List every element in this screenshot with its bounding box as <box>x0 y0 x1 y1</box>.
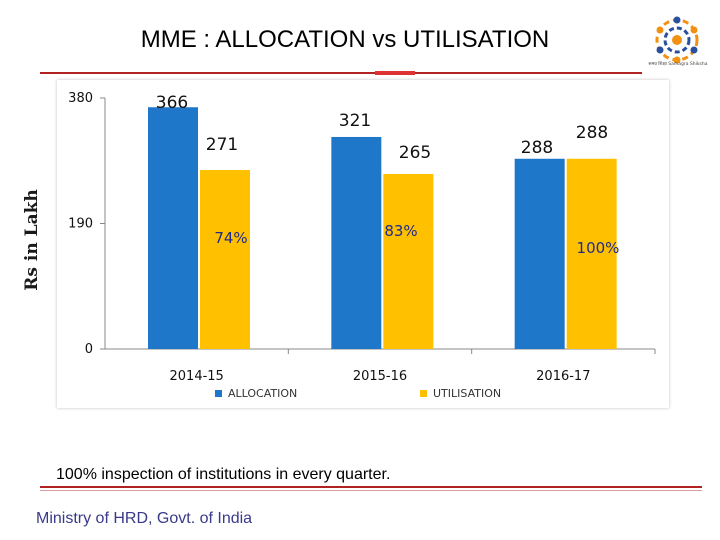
y-tick-label: 380 <box>68 91 93 106</box>
y-tick-label: 0 <box>85 342 93 357</box>
samagra-shiksha-logo-icon <box>655 16 699 64</box>
allocation-bar <box>514 158 565 349</box>
slide-title: MME : ALLOCATION vs UTILISATION <box>140 26 550 53</box>
utilisation-percent-label: 83% <box>384 222 417 240</box>
footer-note: 100% inspection of institutions in every… <box>56 466 391 483</box>
title-divider <box>40 72 642 74</box>
footer-divider-thin <box>40 490 702 491</box>
utilisation-bar <box>200 169 250 349</box>
y-tick-label: 190 <box>68 217 93 232</box>
utilisation-bar <box>566 158 617 349</box>
allocation-value-label: 366 <box>156 93 188 113</box>
allocation-bar <box>331 136 382 349</box>
logo-caption: समग्र शिक्षा Samagra Shiksha <box>648 62 708 67</box>
legend-utilisation-swatch <box>420 390 427 397</box>
utilisation-bar <box>383 173 434 349</box>
allocation-bar <box>148 107 198 349</box>
title-divider-accent <box>375 71 415 75</box>
legend-utilisation-label: UTILISATION <box>433 387 501 400</box>
utilisation-percent-label: 100% <box>577 239 620 257</box>
utilisation-value-label: 288 <box>576 123 608 143</box>
x-category-label: 2015-16 <box>353 369 407 384</box>
utilisation-percent-label: 74% <box>214 229 247 247</box>
x-category-label: 2014-15 <box>170 369 224 384</box>
ministry-label: Ministry of HRD, Govt. of India <box>36 510 253 527</box>
utilisation-value-label: 271 <box>206 135 238 155</box>
allocation-value-label: 288 <box>521 138 553 158</box>
legend-allocation-swatch <box>215 390 222 397</box>
x-category-label: 2016-17 <box>536 369 590 384</box>
utilisation-value-label: 265 <box>399 143 431 163</box>
allocation-value-label: 321 <box>339 111 371 131</box>
footer-divider <box>40 486 702 488</box>
legend-allocation-label: ALLOCATION <box>228 387 297 400</box>
